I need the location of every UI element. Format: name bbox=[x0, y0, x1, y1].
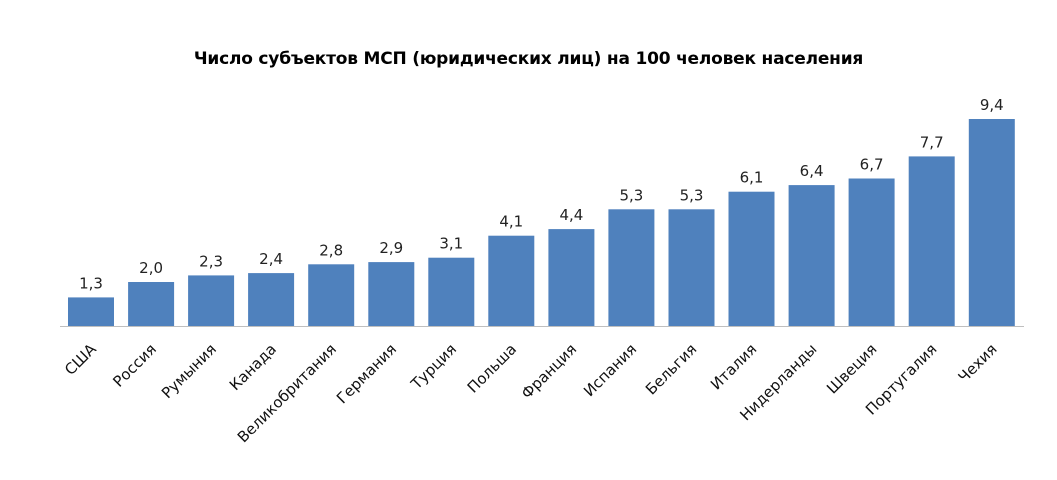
bar-10 bbox=[668, 209, 715, 326]
bar-9 bbox=[608, 209, 655, 326]
data-label-7: 4,1 bbox=[499, 213, 523, 231]
category-label-5: Германия bbox=[333, 340, 400, 407]
category-label-2: Румыния bbox=[158, 340, 220, 402]
data-label-1: 2,0 bbox=[139, 259, 163, 277]
category-label-9: Испания bbox=[580, 340, 640, 400]
bars-group bbox=[68, 119, 1015, 326]
bar-8 bbox=[548, 229, 595, 326]
bar-3 bbox=[248, 273, 295, 326]
category-label-13: Швеция bbox=[823, 340, 880, 397]
data-label-3: 2,4 bbox=[259, 250, 283, 268]
bar-11 bbox=[728, 191, 775, 326]
data-label-9: 5,3 bbox=[619, 186, 643, 204]
category-label-3: Канада bbox=[226, 340, 280, 394]
bar-5 bbox=[368, 262, 415, 326]
category-label-6: Турция bbox=[407, 340, 460, 393]
data-label-10: 5,3 bbox=[680, 186, 704, 204]
bar-14 bbox=[908, 156, 955, 326]
chart-title: Число субъектов МСП (юридических лиц) на… bbox=[193, 49, 864, 69]
category-label-8: Франция bbox=[518, 340, 581, 403]
data-label-4: 2,8 bbox=[319, 241, 343, 259]
data-label-11: 6,1 bbox=[740, 169, 764, 187]
data-label-15: 9,4 bbox=[980, 96, 1004, 114]
category-label-11: Италия bbox=[707, 340, 760, 393]
category-label-4: Великобритания bbox=[234, 340, 340, 446]
bar-6 bbox=[428, 257, 475, 326]
category-label-0: США bbox=[61, 340, 100, 379]
category-label-1: Россия bbox=[109, 340, 160, 391]
data-label-12: 6,4 bbox=[800, 162, 824, 180]
data-label-5: 2,9 bbox=[379, 239, 403, 257]
data-label-0: 1,3 bbox=[79, 274, 103, 292]
data-labels-group: 1,3 2,0 2,3 2,4 2,8 2,9 3,1 4,1 4,4 5,3 5,3 6,1 6,4 6… bbox=[79, 96, 1004, 292]
data-label-13: 6,7 bbox=[860, 156, 884, 174]
bar-13 bbox=[848, 178, 895, 326]
bar-7 bbox=[488, 235, 535, 326]
data-label-6: 3,1 bbox=[439, 235, 463, 253]
data-label-14: 7,7 bbox=[920, 133, 944, 151]
category-label-7: Польша bbox=[464, 340, 520, 396]
bar-12 bbox=[788, 185, 835, 326]
category-label-10: Бельгия bbox=[642, 340, 700, 398]
bar-15 bbox=[968, 119, 1015, 326]
category-label-15: Чехия bbox=[955, 340, 1001, 386]
bar-1 bbox=[128, 282, 175, 326]
bar-2 bbox=[188, 275, 235, 326]
bar-0 bbox=[68, 297, 114, 326]
data-label-2: 2,3 bbox=[199, 252, 223, 270]
data-label-8: 4,4 bbox=[559, 206, 583, 224]
bar-4 bbox=[308, 264, 355, 326]
